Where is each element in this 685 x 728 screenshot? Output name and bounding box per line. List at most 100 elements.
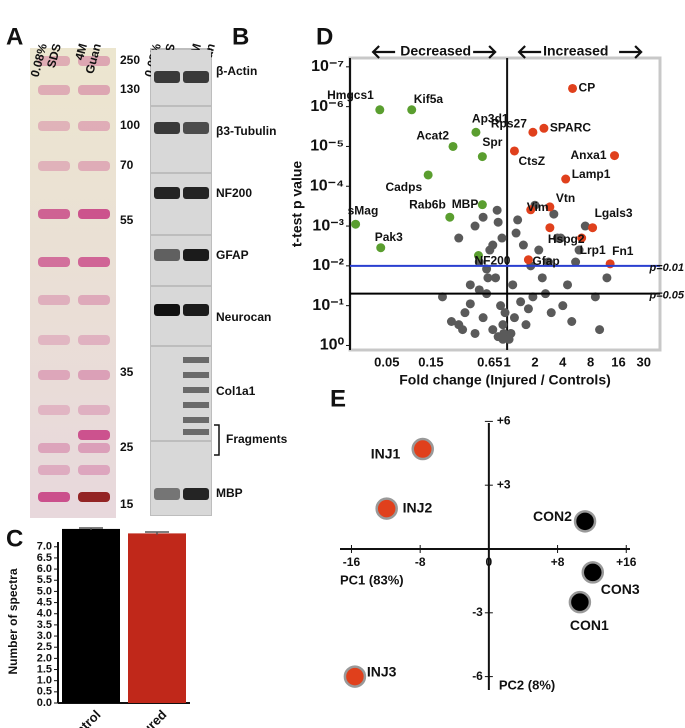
point: [546, 308, 556, 318]
point: [504, 334, 514, 344]
point-label: MBP: [452, 197, 479, 211]
blot-label: Neurocan: [216, 310, 271, 324]
point: [580, 221, 590, 231]
arrow: [517, 45, 542, 59]
marker-label: 100: [120, 118, 140, 132]
gel-band: [38, 85, 70, 95]
point-label: Cadps: [385, 180, 422, 194]
x-tick-label: +8: [551, 555, 565, 569]
point: [470, 221, 480, 231]
error-bar: [79, 527, 103, 530]
y-axis-label: PC2 (8%): [499, 677, 555, 692]
blot-band: [183, 304, 209, 316]
point: [473, 251, 483, 261]
point: [499, 328, 509, 338]
gel-band: [78, 161, 110, 171]
error-bar: [145, 531, 169, 535]
marker-label: 35: [120, 365, 134, 379]
y-tick-label: 10⁻³: [312, 217, 344, 234]
point: [477, 200, 487, 210]
point-label: Kif5a: [414, 92, 444, 106]
gel-band: [78, 209, 110, 219]
y-tick-label: 10⁻⁶: [310, 98, 344, 115]
gel-band: [38, 121, 70, 131]
x-axis-label: Fold change (Injured / Controls): [399, 372, 611, 388]
blot-strip: [151, 442, 211, 515]
y-tick-label: 10⁰: [320, 337, 345, 354]
y-tick-label: -3: [472, 605, 483, 619]
point-label: Rps27: [491, 116, 527, 130]
point: [577, 233, 587, 243]
point: [375, 105, 385, 115]
y-tick-label: 1.5: [37, 663, 52, 675]
gel-band: [78, 335, 110, 345]
blot-band: [183, 357, 209, 363]
header-label: Increased: [543, 43, 608, 59]
point: [375, 497, 398, 520]
y-tick-label: 3.5: [37, 619, 52, 631]
point-label: Anxa1: [570, 148, 606, 162]
point: [376, 243, 386, 253]
y-tick-label: 2.5: [37, 641, 52, 653]
y-tick-label: 10⁻⁷: [311, 58, 344, 75]
point: [568, 83, 578, 93]
y-tick-label: 10⁻²: [312, 257, 344, 274]
point: [545, 223, 555, 233]
y-axis-label: t-test p value: [289, 161, 305, 248]
point-label: Lgals3: [595, 206, 633, 220]
y-tick-label: 4.5: [37, 596, 52, 608]
blot-label: β3-Tubulin: [216, 124, 276, 138]
gel-band: [78, 465, 110, 475]
blot-band: [183, 249, 209, 261]
point: [493, 217, 503, 227]
marker-label: 130: [120, 82, 140, 96]
point: [595, 325, 605, 335]
blot-band: [183, 402, 209, 408]
point: [509, 146, 519, 156]
blot-band: [154, 304, 180, 316]
y-tick-label: +6: [497, 414, 511, 428]
point-label: Rab6b: [409, 197, 446, 211]
point: [567, 316, 577, 326]
x-tick-label: 30: [636, 354, 650, 369]
marker-label: 15: [120, 497, 134, 511]
y-tick-label: 2.0: [37, 652, 52, 664]
point: [351, 219, 361, 229]
gel-band: [38, 257, 70, 267]
x-tick-label: Control: [60, 707, 103, 728]
point: [448, 141, 458, 151]
marker-label: 70: [120, 158, 134, 172]
x-tick-label: +16: [616, 555, 637, 569]
blot-label: Fragments: [226, 432, 288, 446]
point: [528, 127, 538, 137]
point-label: Lrp1: [580, 243, 606, 257]
point: [602, 273, 612, 283]
point: [581, 561, 605, 584]
gel-band: [78, 56, 110, 66]
point-label: Hspg2: [548, 232, 585, 246]
gel-band: [38, 209, 70, 219]
x-tick-label: 1: [503, 354, 510, 369]
point: [574, 245, 584, 255]
point: [497, 233, 507, 243]
x-tick-label: -16: [343, 555, 361, 569]
point: [568, 590, 592, 614]
gel-band: [38, 295, 70, 305]
x-tick-label: Injured: [128, 707, 169, 728]
point-label: Spr: [482, 135, 502, 149]
point: [471, 127, 481, 137]
blot-label: β-Actin: [216, 64, 257, 78]
blot-strip: [151, 174, 211, 234]
y-axis-label: Number of spectra: [6, 568, 20, 674]
gel-band: [38, 443, 70, 453]
point-label: sMag: [348, 203, 379, 217]
y-tick-label: +3: [497, 477, 511, 491]
point: [521, 320, 531, 330]
point: [526, 205, 536, 215]
point: [445, 212, 455, 222]
point: [543, 257, 553, 267]
gel-band: [38, 335, 70, 345]
point: [588, 223, 598, 233]
point: [477, 152, 487, 162]
